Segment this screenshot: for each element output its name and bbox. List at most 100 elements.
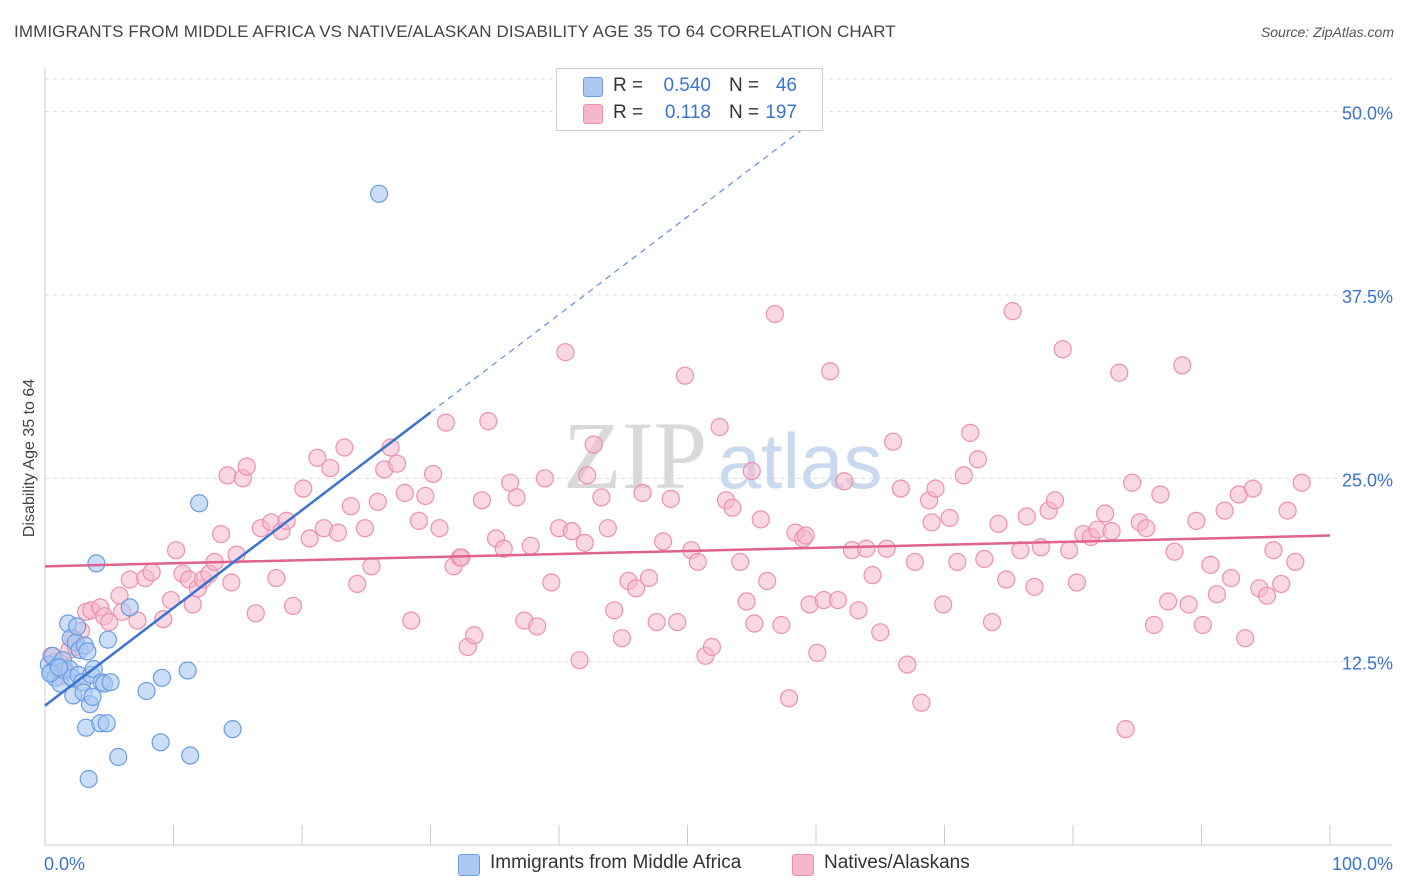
natives-point bbox=[1144, 615, 1164, 635]
bottom-legend-label: Natives/Alaskans bbox=[824, 852, 970, 873]
natives-point bbox=[423, 464, 443, 484]
natives-point bbox=[808, 643, 827, 662]
natives-point bbox=[688, 552, 707, 572]
legend-r-label: R = bbox=[613, 75, 644, 96]
natives-point bbox=[402, 611, 421, 630]
middle-africa-point bbox=[152, 668, 172, 687]
natives-point bbox=[335, 438, 354, 457]
natives-point bbox=[702, 637, 722, 657]
natives-point bbox=[1221, 568, 1241, 588]
natives-point bbox=[1236, 629, 1255, 648]
natives-point bbox=[877, 539, 896, 558]
natives-point bbox=[387, 454, 407, 473]
natives-point bbox=[308, 448, 327, 467]
natives-point bbox=[294, 479, 313, 498]
natives-point bbox=[675, 366, 695, 385]
middle-africa-point bbox=[68, 617, 87, 636]
natives-point bbox=[1123, 473, 1142, 492]
natives-point bbox=[1110, 363, 1129, 382]
natives-point bbox=[381, 438, 400, 457]
bottom-legend-label: Immigrants from Middle Africa bbox=[490, 852, 742, 873]
middle-africa-point bbox=[151, 733, 170, 752]
natives-point bbox=[961, 423, 980, 442]
natives-point bbox=[355, 519, 375, 538]
natives-point bbox=[578, 466, 597, 485]
natives-point bbox=[479, 412, 498, 431]
natives-point bbox=[828, 590, 847, 610]
legend-swatch-blue bbox=[583, 77, 603, 97]
natives-point bbox=[218, 466, 237, 485]
natives-point bbox=[570, 651, 589, 670]
natives-point bbox=[1278, 501, 1297, 520]
natives-point bbox=[751, 510, 770, 529]
tick-labels: 12.5% 25.0% 37.5% 50.0% 0.0% 100.0% bbox=[44, 104, 1393, 874]
natives-point bbox=[948, 552, 967, 572]
natives-point bbox=[653, 532, 673, 551]
natives-point bbox=[507, 488, 526, 507]
legend: R = 0.540 N = 46 R = 0.118 N = 197 bbox=[556, 68, 823, 131]
natives-point bbox=[1264, 541, 1283, 560]
natives-point bbox=[556, 343, 575, 362]
bottom-legend-swatch-blue bbox=[458, 854, 480, 876]
x-tick-label-right: 100.0% bbox=[1332, 854, 1393, 874]
middle-africa-point bbox=[98, 630, 118, 649]
natives-point bbox=[1179, 595, 1198, 614]
natives-point bbox=[891, 479, 910, 498]
natives-point bbox=[592, 488, 611, 507]
grid-lines bbox=[45, 78, 1392, 663]
middle-africa-point bbox=[120, 598, 139, 617]
natives-point bbox=[1215, 501, 1234, 520]
natives-point bbox=[1173, 356, 1192, 375]
y-axis-label: Disability Age 35 to 64 bbox=[21, 378, 38, 538]
natives-trend-line bbox=[44, 534, 1331, 568]
middle-africa-point bbox=[50, 658, 69, 677]
middle-africa-point bbox=[223, 720, 242, 739]
natives-point bbox=[598, 519, 617, 538]
natives-point bbox=[562, 522, 581, 541]
natives-point bbox=[926, 479, 945, 498]
middle-africa-point bbox=[370, 184, 389, 203]
natives-point bbox=[1207, 585, 1227, 604]
natives-point bbox=[237, 457, 256, 476]
natives-point bbox=[100, 612, 119, 632]
middle-africa-point bbox=[79, 769, 98, 789]
natives-point bbox=[521, 536, 540, 555]
natives-point bbox=[542, 573, 561, 592]
natives-point bbox=[416, 486, 435, 506]
natives-point bbox=[905, 552, 925, 572]
natives-point bbox=[1011, 541, 1030, 560]
natives-point bbox=[211, 524, 231, 544]
natives-point bbox=[267, 568, 286, 588]
middle-africa-point bbox=[178, 661, 197, 680]
natives-point bbox=[633, 483, 652, 503]
natives-point bbox=[835, 472, 854, 491]
legend-row-natives: R = 0.118 N = 197 bbox=[557, 100, 822, 126]
natives-point bbox=[222, 573, 241, 592]
natives-point bbox=[246, 604, 265, 623]
natives-point bbox=[362, 557, 381, 576]
source-label: Source: ZipAtlas.com bbox=[1260, 24, 1394, 40]
natives-point bbox=[321, 458, 340, 478]
natives-point bbox=[395, 483, 414, 503]
natives-point bbox=[975, 549, 994, 569]
natives-point bbox=[765, 304, 784, 324]
natives-point bbox=[668, 612, 687, 632]
natives-point bbox=[436, 413, 456, 432]
trend-lines bbox=[44, 118, 1331, 707]
natives-point bbox=[742, 461, 761, 481]
natives-point bbox=[922, 513, 941, 532]
natives-point bbox=[849, 601, 868, 620]
natives-point bbox=[612, 629, 632, 648]
natives-point bbox=[737, 592, 756, 611]
natives-point bbox=[912, 693, 931, 712]
axes bbox=[44, 68, 1392, 846]
natives-point bbox=[1193, 615, 1212, 635]
y-tick-label: 50.0% bbox=[1342, 104, 1393, 124]
natives-point bbox=[120, 570, 139, 589]
natives-point bbox=[779, 689, 799, 708]
y-tick-label: 37.5% bbox=[1342, 287, 1393, 307]
series-natives-points bbox=[42, 302, 1311, 739]
natives-point bbox=[647, 612, 666, 632]
natives-point bbox=[1243, 479, 1263, 498]
natives-point bbox=[1286, 552, 1305, 572]
